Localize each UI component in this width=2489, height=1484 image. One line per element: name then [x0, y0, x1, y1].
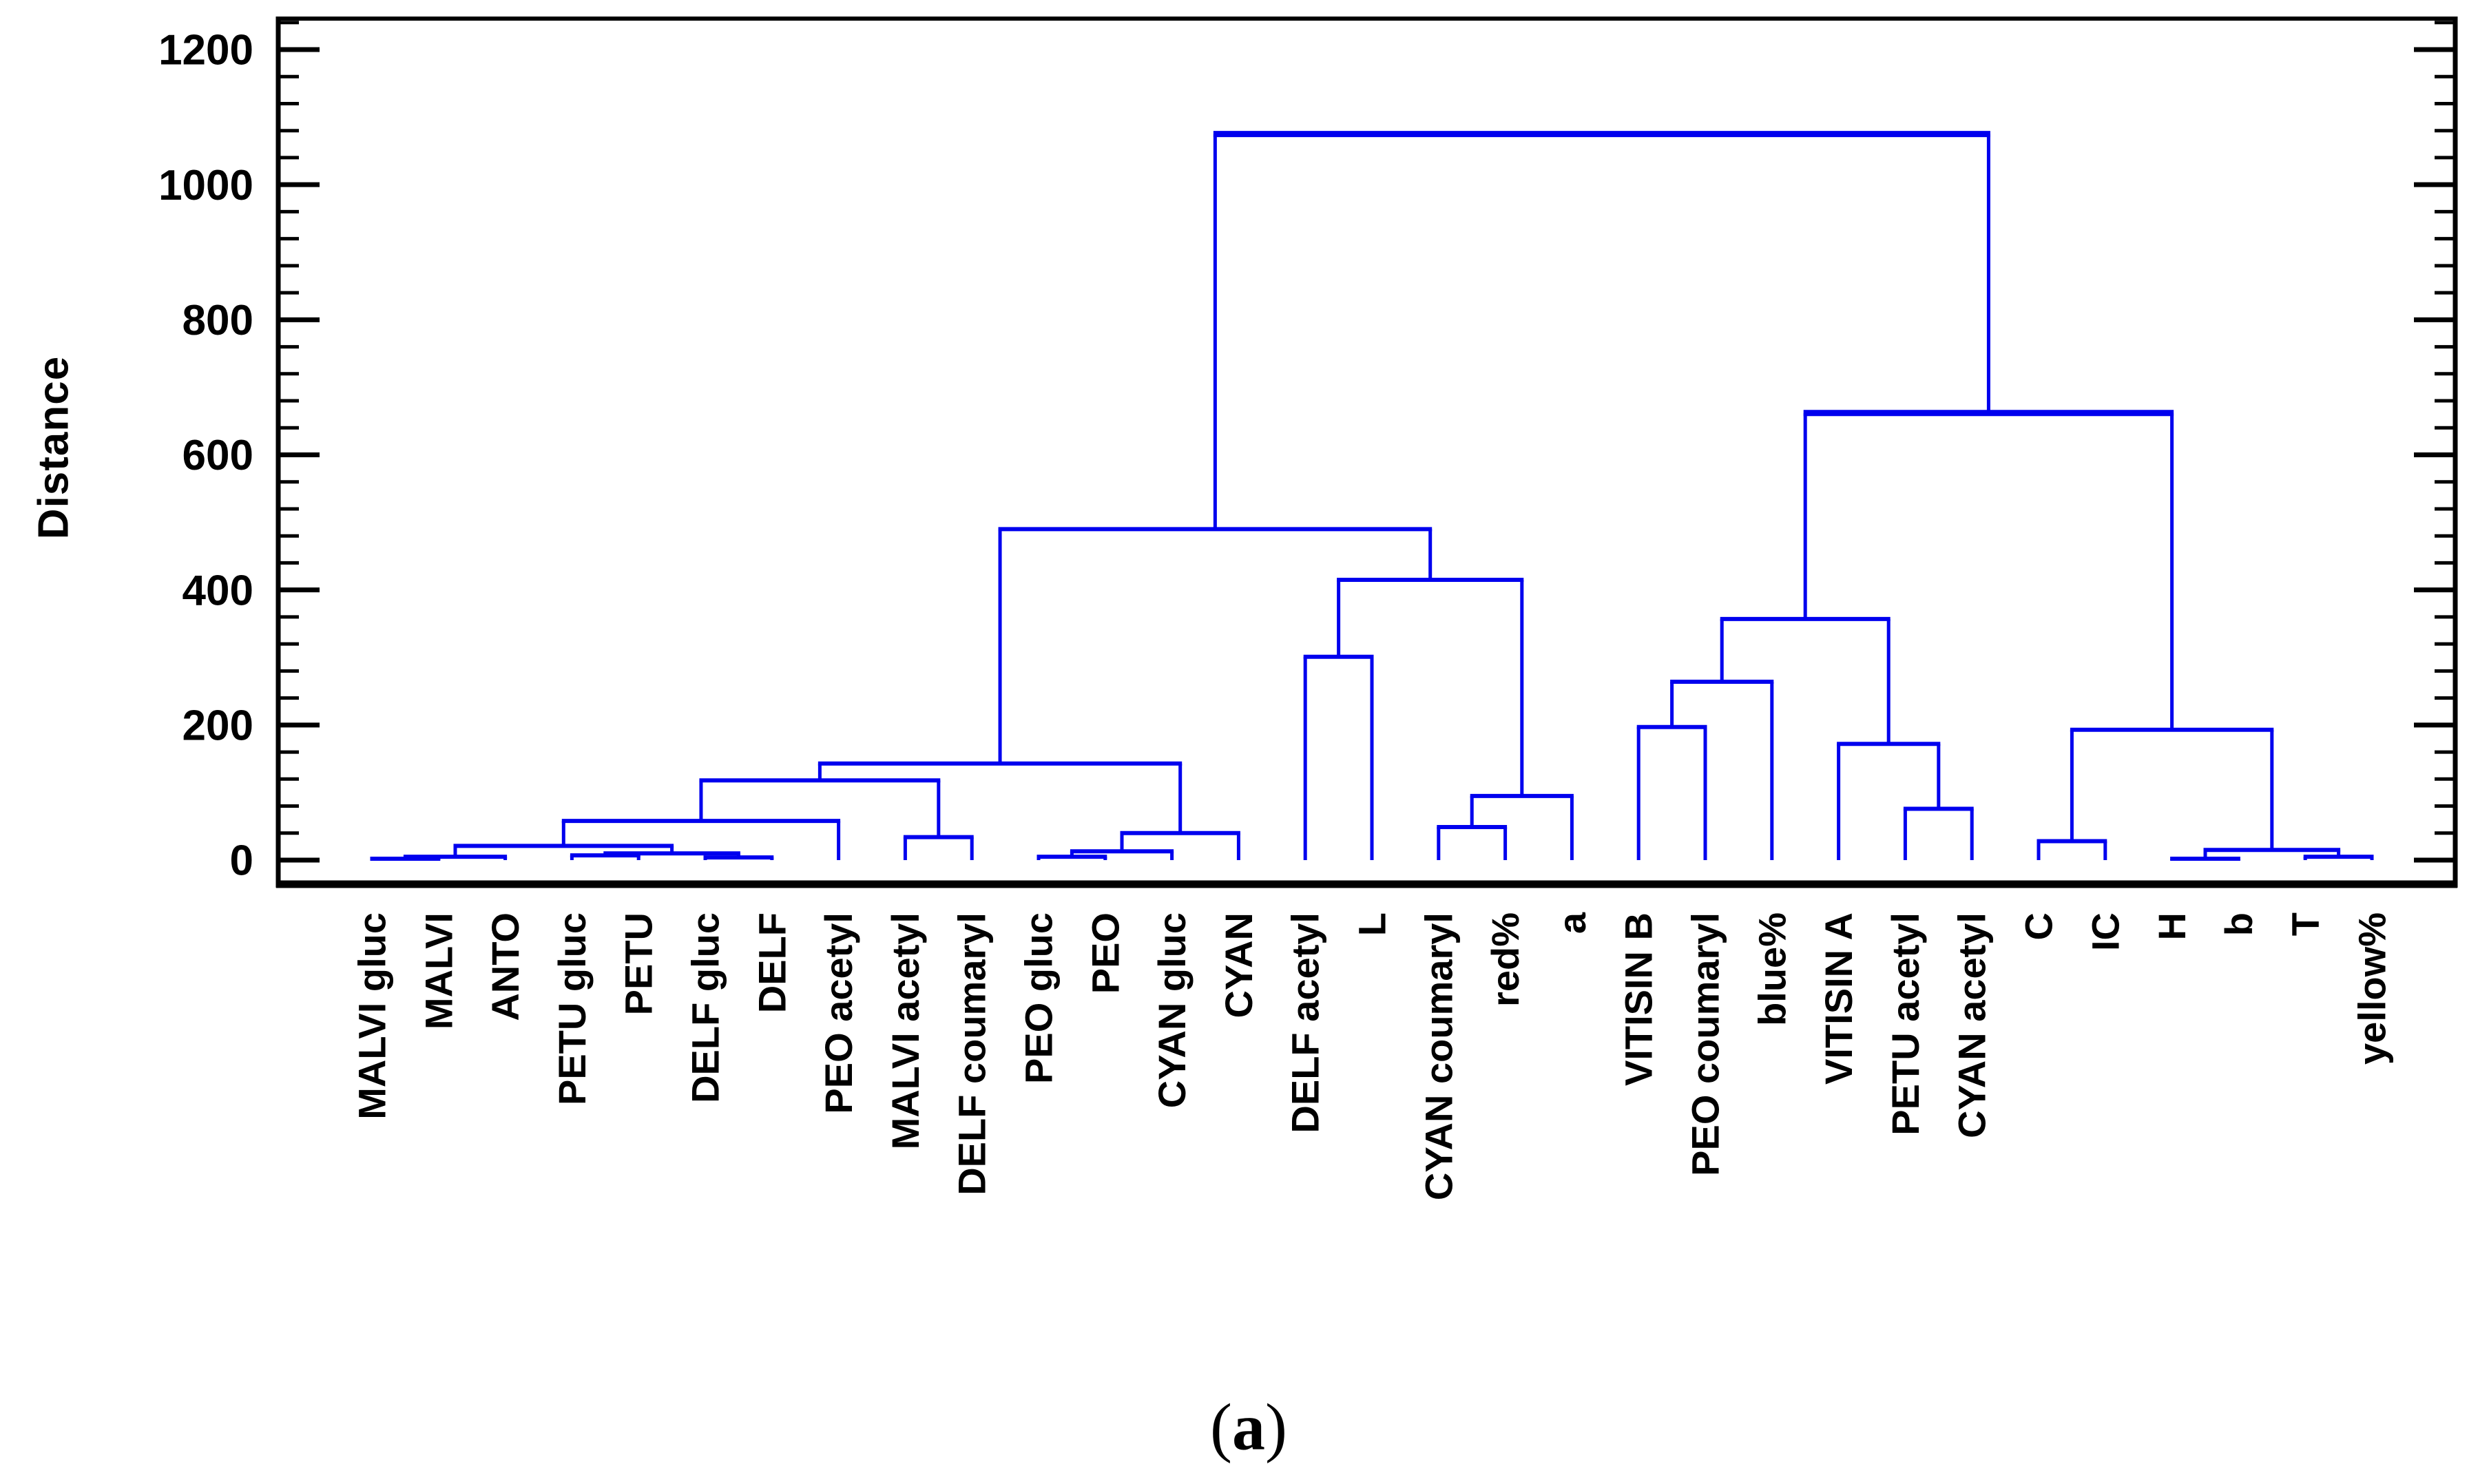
- x-axis-leaf-label: PETU acetyl: [1884, 912, 1927, 1136]
- x-axis-leaf-label: H: [2150, 912, 2194, 940]
- y-tick-label: 1000: [158, 162, 253, 209]
- x-axis-leaf-label: b: [2217, 912, 2260, 936]
- x-axis-leaf-label: CYAN coumaryl: [1417, 912, 1460, 1200]
- x-axis-leaf-label: MALVI acetyl: [884, 912, 927, 1149]
- x-axis-leaf-label: ANTO: [483, 912, 527, 1021]
- y-tick-label: 0: [230, 837, 253, 885]
- caption-letter: a: [1232, 1390, 1265, 1464]
- x-axis-leaf-label: PEO acetyl: [817, 912, 860, 1114]
- x-axis-leaf-label: a: [1550, 912, 1594, 934]
- x-axis-leaf-label: T: [2284, 912, 2327, 936]
- x-axis-leaf-label: CYAN gluc: [1150, 912, 1194, 1108]
- x-axis-leaf-label: DELF gluc: [684, 912, 727, 1103]
- x-axis-leaf-label: PEO coumaryl: [1684, 912, 1727, 1176]
- x-axis-leaf-label: PEO gluc: [1017, 912, 1061, 1084]
- y-axis-title: Distance: [30, 355, 78, 540]
- x-axis-leaf-label: C: [2017, 912, 2061, 940]
- x-axis-leaf-label: PEO: [1083, 912, 1127, 994]
- x-axis-leaf-label: CYAN: [1217, 912, 1260, 1018]
- x-axis-leaf-label: MALVI gluc: [351, 912, 394, 1120]
- x-axis-leaf-label: IC: [2083, 912, 2127, 951]
- caption-paren-open: (: [1210, 1390, 1232, 1464]
- y-tick-label: 200: [183, 702, 253, 750]
- x-axis-leaf-label: MALVI: [417, 912, 460, 1030]
- x-axis-leaf-label: DELF: [750, 912, 793, 1013]
- subfigure-caption: (a): [1210, 1389, 1287, 1465]
- y-tick-label: 1200: [158, 27, 253, 74]
- x-axis-leaf-label: VITISIN B: [1617, 912, 1660, 1086]
- x-axis-leaf-label: PETU: [617, 912, 660, 1015]
- x-axis-leaf-label: blue%: [1750, 912, 1793, 1026]
- y-tick-label: 800: [183, 297, 253, 344]
- x-axis-leaf-label: DELF acetyl: [1284, 912, 1327, 1133]
- y-tick-label: 400: [183, 567, 253, 614]
- x-axis-leaf-label: PETU gluc: [550, 912, 594, 1105]
- x-axis-leaf-label: DELF coumaryl: [950, 912, 994, 1195]
- x-axis-leaf-label: CYAN acetyl: [1950, 912, 1994, 1138]
- x-axis-leaf-label: L: [1351, 912, 1394, 936]
- x-axis-leaf-label: yellow%: [2351, 912, 2394, 1065]
- x-axis-leaf-label: VITISIN A: [1817, 912, 1860, 1085]
- caption-paren-close: ): [1265, 1390, 1287, 1464]
- x-axis-leaf-label: red%: [1483, 912, 1527, 1007]
- y-tick-label: 600: [183, 432, 253, 479]
